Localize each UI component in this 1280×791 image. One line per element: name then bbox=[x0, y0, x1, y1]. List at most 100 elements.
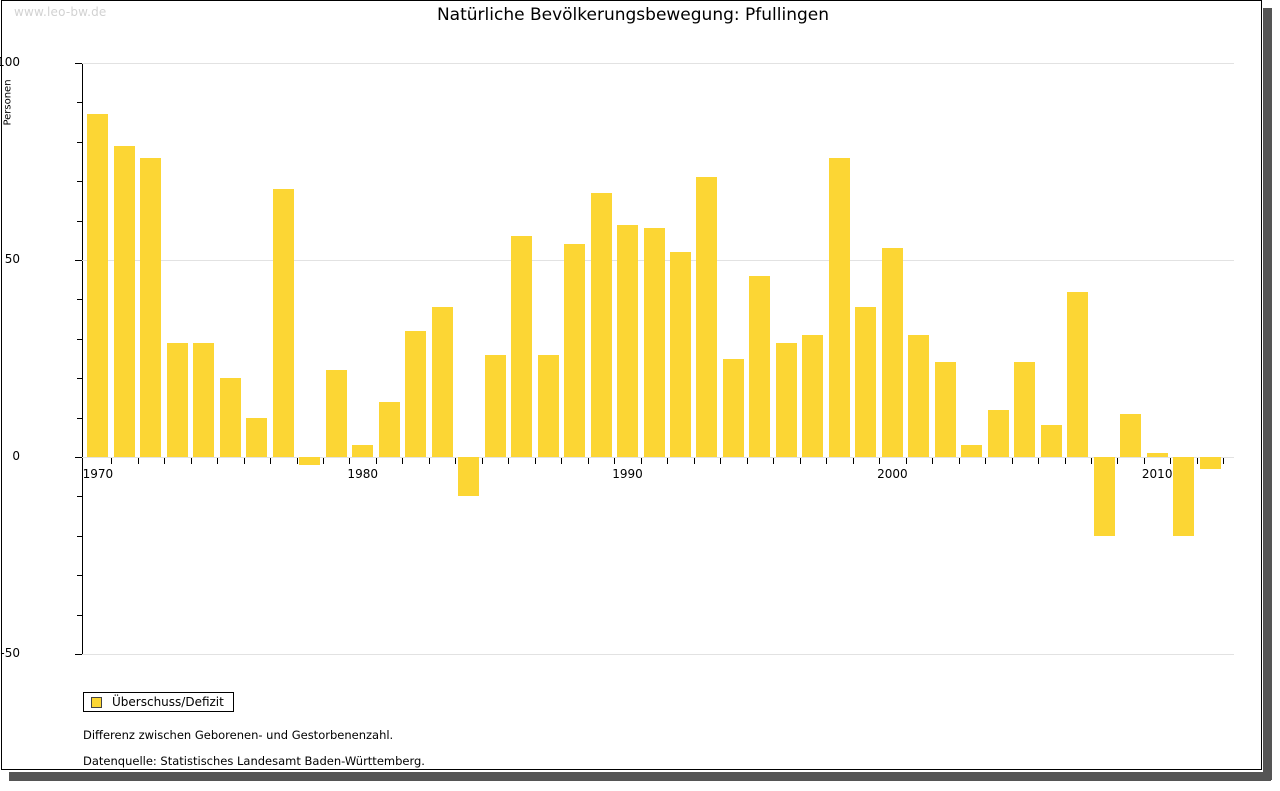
bar[interactable] bbox=[881, 248, 903, 457]
x-tick bbox=[1144, 458, 1145, 464]
y-tick-minor bbox=[77, 417, 82, 419]
x-tick bbox=[402, 458, 403, 464]
bar[interactable] bbox=[908, 334, 930, 457]
y-tick-minor bbox=[77, 181, 82, 183]
legend[interactable]: Überschuss/Defizit bbox=[83, 692, 234, 712]
gridline-y bbox=[82, 457, 1234, 458]
x-tick bbox=[164, 458, 165, 464]
bar[interactable] bbox=[113, 145, 135, 457]
x-tick bbox=[508, 458, 509, 464]
bar[interactable] bbox=[617, 224, 639, 457]
bar[interactable] bbox=[934, 362, 956, 457]
bar[interactable] bbox=[670, 252, 691, 457]
x-tick bbox=[297, 458, 298, 464]
bar[interactable] bbox=[1173, 457, 1195, 536]
x-tick bbox=[853, 458, 854, 464]
bar[interactable] bbox=[1067, 291, 1089, 457]
x-tick bbox=[1038, 458, 1039, 464]
x-tick bbox=[429, 458, 430, 464]
x-tick-label: 1990 bbox=[612, 467, 643, 481]
bar[interactable] bbox=[458, 457, 480, 497]
bar[interactable] bbox=[484, 354, 506, 457]
footnote-definition: Differenz zwischen Geborenen- und Gestor… bbox=[83, 728, 394, 742]
window-shadow-bottom bbox=[9, 772, 1271, 781]
x-tick bbox=[323, 458, 324, 464]
x-tick bbox=[826, 458, 827, 464]
bar[interactable] bbox=[352, 445, 374, 457]
bar[interactable] bbox=[590, 193, 612, 457]
bar[interactable] bbox=[405, 330, 427, 457]
bar[interactable] bbox=[537, 354, 559, 457]
x-tick bbox=[138, 458, 139, 464]
bar[interactable] bbox=[1040, 425, 1062, 457]
x-tick bbox=[694, 458, 695, 464]
x-tick-label: 2000 bbox=[877, 467, 908, 481]
x-tick bbox=[800, 458, 801, 464]
bar[interactable] bbox=[1014, 362, 1036, 457]
x-tick bbox=[1223, 458, 1224, 464]
bar[interactable] bbox=[431, 307, 453, 457]
x-tick-label: 1970 bbox=[82, 467, 114, 481]
x-tick bbox=[985, 458, 986, 464]
bar[interactable] bbox=[987, 409, 1009, 457]
bar[interactable] bbox=[87, 114, 109, 457]
bar[interactable] bbox=[802, 334, 824, 457]
bar[interactable] bbox=[643, 228, 665, 457]
bar[interactable] bbox=[193, 342, 215, 457]
x-tick bbox=[191, 458, 192, 464]
y-tick-minor bbox=[77, 102, 82, 104]
x-tick bbox=[1065, 458, 1066, 464]
y-tick-label: 0 bbox=[12, 449, 20, 463]
bar[interactable] bbox=[166, 342, 188, 457]
y-tick-major bbox=[75, 260, 82, 261]
x-tick bbox=[747, 458, 748, 464]
bar[interactable] bbox=[749, 275, 771, 457]
x-tick bbox=[641, 458, 642, 464]
bar[interactable] bbox=[378, 401, 400, 457]
y-tick-label: 100 bbox=[0, 55, 20, 69]
y-tick-minor bbox=[77, 614, 82, 616]
x-tick bbox=[773, 458, 774, 464]
x-tick bbox=[667, 458, 668, 464]
y-axis-line bbox=[82, 63, 83, 654]
x-tick bbox=[932, 458, 933, 464]
x-tick bbox=[879, 458, 880, 464]
bar[interactable] bbox=[855, 307, 877, 457]
x-tick bbox=[906, 458, 907, 464]
x-tick bbox=[111, 458, 112, 464]
bar[interactable] bbox=[1146, 453, 1168, 457]
bar[interactable] bbox=[564, 244, 586, 457]
x-tick bbox=[1091, 458, 1092, 464]
y-tick-minor bbox=[77, 338, 82, 340]
gridline-y bbox=[82, 654, 1234, 655]
bar[interactable] bbox=[511, 236, 533, 457]
bar[interactable] bbox=[722, 358, 744, 457]
bar[interactable] bbox=[1093, 457, 1115, 536]
x-tick bbox=[535, 458, 536, 464]
bar[interactable] bbox=[325, 370, 347, 457]
x-tick bbox=[376, 458, 377, 464]
bar[interactable] bbox=[828, 157, 850, 457]
footnote-source: Datenquelle: Statistisches Landesamt Bad… bbox=[83, 754, 425, 768]
bar[interactable] bbox=[140, 157, 162, 457]
bar[interactable] bbox=[272, 189, 294, 457]
bar[interactable] bbox=[696, 177, 718, 457]
chart-frame: www.leo-bw.de Natürliche Bevölkerungsbew… bbox=[0, 0, 1262, 770]
bar[interactable] bbox=[299, 457, 321, 465]
bar[interactable] bbox=[1120, 413, 1142, 457]
x-tick-label: 1980 bbox=[347, 467, 378, 481]
x-tick bbox=[349, 458, 350, 464]
bar[interactable] bbox=[961, 445, 983, 457]
bar[interactable] bbox=[219, 378, 241, 457]
x-tick-label: 2010 bbox=[1141, 467, 1173, 481]
bar[interactable] bbox=[246, 417, 268, 457]
bar[interactable] bbox=[775, 342, 797, 457]
bar[interactable] bbox=[1199, 457, 1221, 469]
x-tick bbox=[217, 458, 218, 464]
y-tick-minor bbox=[77, 220, 82, 222]
y-tick-minor bbox=[77, 535, 82, 537]
y-tick-major bbox=[75, 63, 82, 64]
x-tick bbox=[561, 458, 562, 464]
legend-swatch-icon bbox=[91, 696, 102, 708]
